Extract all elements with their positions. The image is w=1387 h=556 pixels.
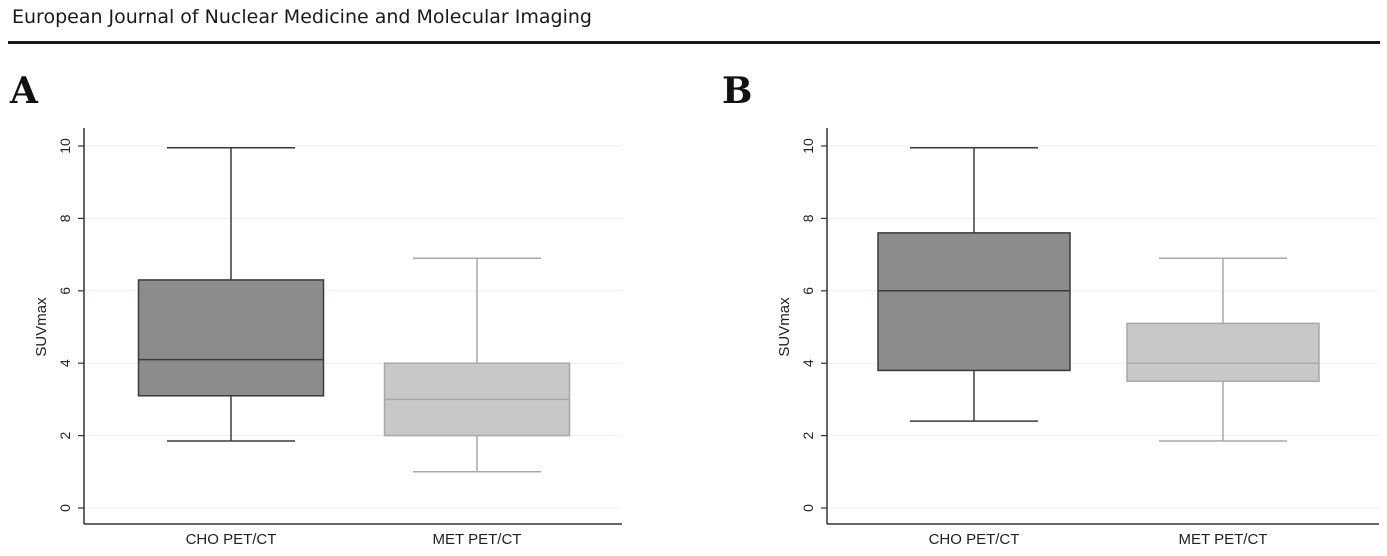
- journal-title: European Journal of Nuclear Medicine and…: [12, 6, 592, 28]
- y-axis-title: SUVmax: [776, 297, 793, 357]
- y-tick-label: 10: [800, 138, 816, 154]
- box-met: [383, 257, 571, 473]
- panel-label-a: A: [10, 70, 38, 112]
- y-tick-label: 6: [800, 287, 816, 295]
- y-tick-label: 2: [57, 431, 73, 439]
- panel-label-b: B: [722, 70, 753, 112]
- x-category-label: CHO PET/CT: [186, 531, 277, 548]
- y-tick-label: 8: [800, 214, 816, 222]
- box-met: [1126, 257, 1320, 442]
- box-cho: [137, 147, 325, 442]
- box-cho: [877, 147, 1071, 422]
- y-tick-label: 2: [800, 431, 816, 439]
- y-tick-label: 10: [57, 138, 73, 154]
- iqr-box: [137, 279, 325, 397]
- y-tick-label: 4: [800, 359, 816, 367]
- iqr-box: [877, 232, 1071, 372]
- iqr-box: [1126, 322, 1320, 383]
- y-tick-label: 0: [800, 504, 816, 512]
- x-category-label: MET PET/CT: [1179, 531, 1268, 548]
- y-tick-label: 8: [57, 214, 73, 222]
- y-tick-label: 4: [57, 359, 73, 367]
- box-plot-a: 0 2 4 6 8 10 SUVmax CHO PET/CT MET PET/CT: [33, 128, 622, 548]
- y-tick-label: 0: [57, 504, 73, 512]
- x-category-label: CHO PET/CT: [929, 531, 1020, 548]
- y-axis-title: SUVmax: [33, 297, 50, 357]
- header-rule: [8, 41, 1380, 44]
- box-plot-b: 0 2 4 6 8 10 SUVmax CHO PET/CT MET PET/CT: [776, 128, 1379, 548]
- x-category-label: MET PET/CT: [433, 531, 522, 548]
- y-tick-label: 6: [57, 287, 73, 295]
